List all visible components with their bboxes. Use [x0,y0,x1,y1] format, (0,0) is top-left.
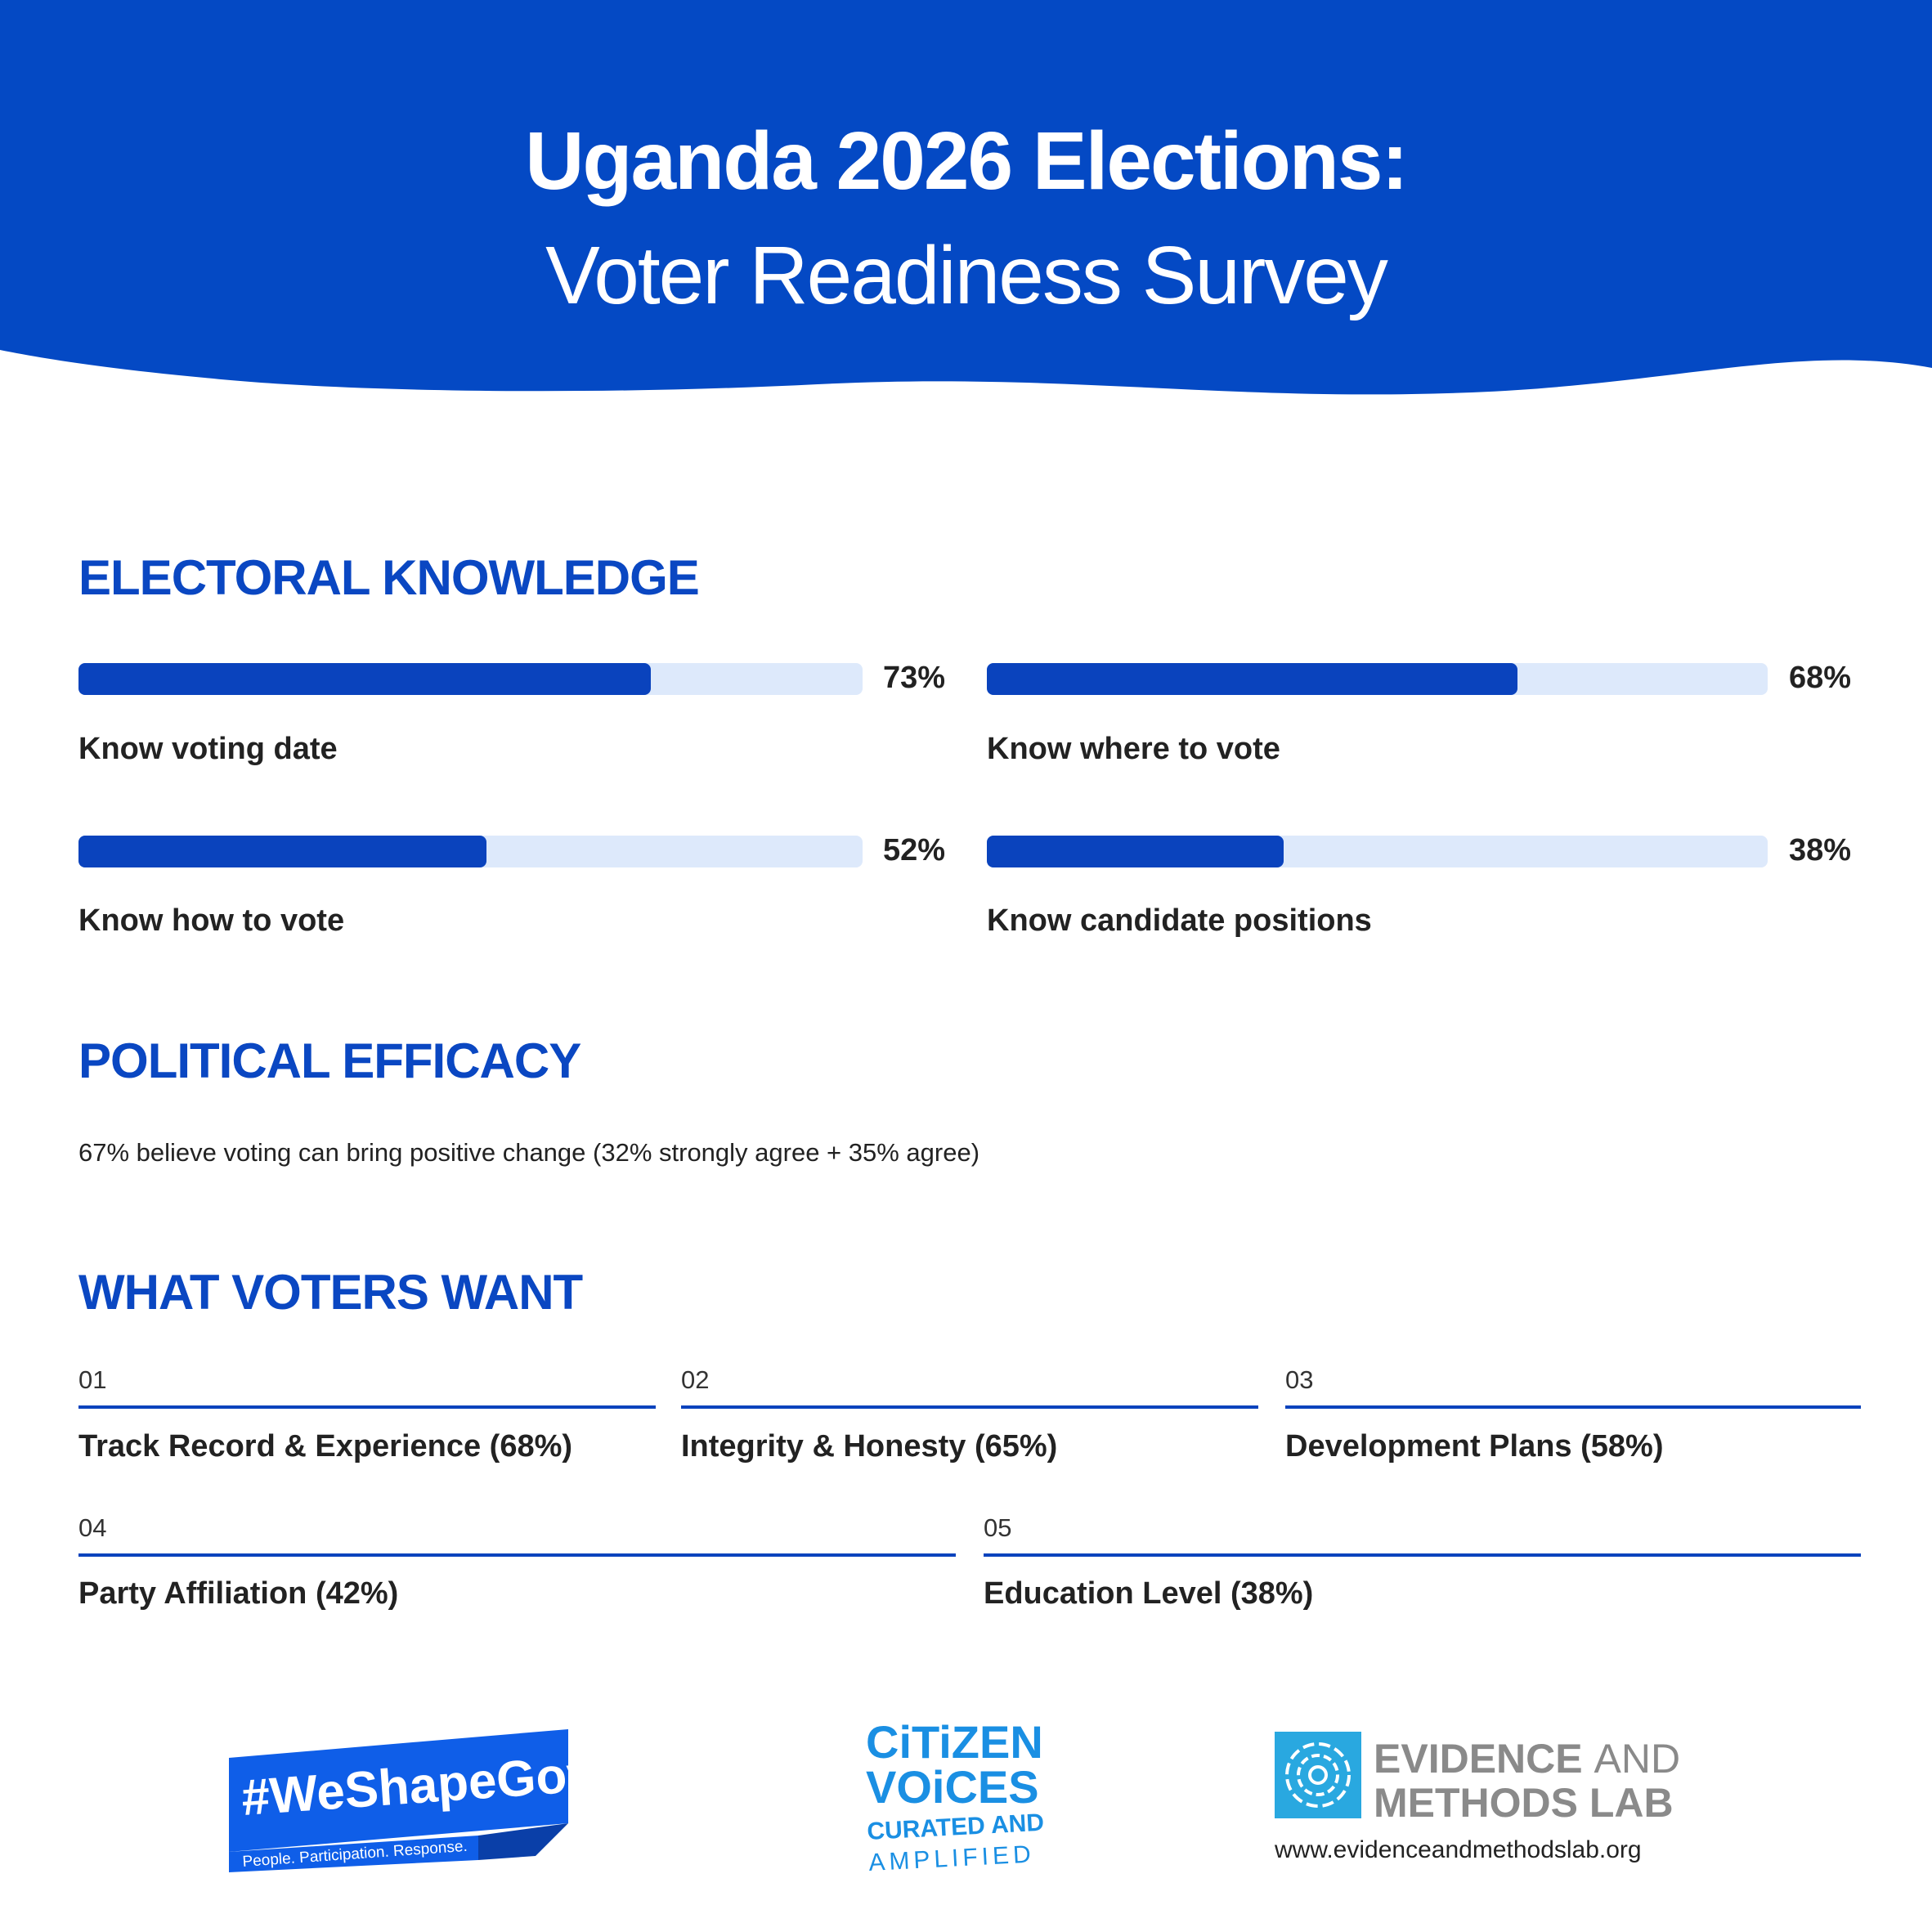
item-number: 05 [984,1513,1012,1542]
divider [984,1553,1861,1557]
header-background [0,0,1932,395]
bar-value-label: 38% [1789,833,1852,867]
item-number: 03 [1285,1365,1314,1394]
bar-value-label: 52% [883,833,946,867]
subtitle: Voter Readiness Survey [545,230,1388,321]
section-heading: ELECTORAL KNOWLEDGE [78,550,700,605]
item-number: 02 [681,1365,710,1394]
section-heading: POLITICAL EFFICACY [78,1033,581,1088]
bar [78,663,652,695]
title: Uganda 2026 Elections: [525,115,1409,207]
item-number: 01 [78,1365,107,1394]
item-label: Track Record & Experience (68%) [78,1429,573,1464]
divider [78,1553,956,1557]
bar [78,836,486,867]
bar [987,663,1518,695]
bar-track [78,663,863,695]
bar-track [987,836,1768,867]
logo-word: EVIDENCE [1374,1736,1583,1782]
header-wave [0,0,1932,395]
logo-fold [478,1823,568,1860]
efficacy-text: 67% believe voting can bring positive ch… [78,1138,980,1167]
weshapegov-logo: #WeShapeGov People. Participation. Respo… [229,1729,576,1872]
logo-word: AND [1594,1736,1681,1782]
logo-ribbon [229,1836,478,1872]
item-number: 04 [78,1513,107,1542]
logo-line: VOiCES [866,1761,1039,1813]
divider [1285,1405,1861,1409]
bar-label: Know voting date [78,732,338,766]
logo-fingerprint [1308,1765,1328,1785]
logo-line: AMPLIFIED [868,1840,1036,1876]
bar-label: Know how to vote [78,903,345,938]
bar-value-label: 73% [883,661,946,695]
item-label: Integrity & Honesty (65%) [681,1429,1058,1464]
logo-banner [229,1729,568,1852]
bar-label: Know where to vote [987,732,1280,766]
bar [987,836,1284,867]
divider [681,1405,1258,1409]
logo-url: www.evidenceandmethodslab.org [1274,1836,1642,1863]
bar-track [987,663,1768,695]
item-label: Development Plans (58%) [1285,1429,1664,1464]
bar-label: Know candidate positions [987,903,1372,938]
logo-line: CiTiZEN [866,1717,1043,1768]
logo-line: EVIDENCE AND [1374,1736,1680,1782]
logo-fingerprint [1285,1742,1351,1808]
logo-line: CURATED AND [867,1809,1045,1845]
logo-mark [1275,1732,1361,1818]
logo-line: METHODS LAB [1374,1780,1674,1826]
item-label: Party Affiliation (42%) [78,1576,399,1611]
bar-value-label: 68% [1789,661,1852,695]
section-heading: WHAT VOTERS WANT [78,1265,583,1320]
lab-logo: EVIDENCE AND METHODS LAB www.evidenceand… [1274,1732,1680,1863]
citizen-voices-logo: CiTiZEN VOiCES CURATED AND AMPLIFIED [866,1717,1045,1876]
item-label: Education Level (38%) [984,1576,1314,1611]
bar-track [78,836,863,867]
logo-fingerprint [1297,1754,1339,1796]
divider [78,1405,656,1409]
